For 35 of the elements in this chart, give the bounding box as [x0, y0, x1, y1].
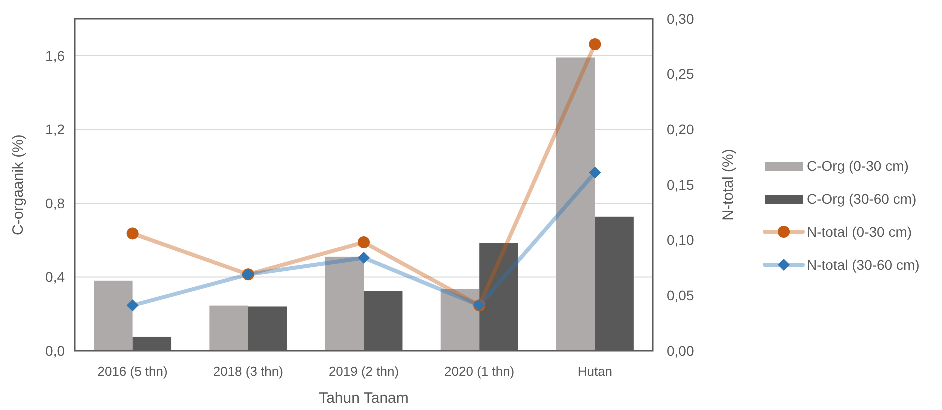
legend-label: C-Org (30-60 cm) [807, 190, 917, 207]
legend-label: N-total (0-30 cm) [807, 224, 912, 240]
x-tick-label: Hutan [578, 364, 613, 379]
y-tick-label: 1,6 [46, 48, 66, 64]
bar [325, 256, 364, 351]
y-tick-label: 1,2 [46, 122, 66, 138]
x-axis-title: Tahun Tanam [319, 390, 409, 407]
bar [556, 58, 596, 351]
y2-axis-title: N-total (%) [720, 149, 737, 221]
point [126, 300, 139, 312]
x-tick-label: 2019 (2 thn) [328, 364, 400, 379]
x-tick-label: 2020 (1 thn) [444, 364, 515, 379]
point [126, 228, 139, 240]
y-tick-label: 0,4 [46, 269, 66, 286]
y2-tick-label: 0,00 [667, 342, 694, 359]
y2-tick-label: 0,25 [667, 66, 694, 82]
y-tick-label: 0,0 [46, 342, 66, 359]
point [589, 38, 602, 50]
point [358, 236, 370, 249]
y-tick-label: 0,8 [46, 195, 66, 212]
y2-tick-label: 0,05 [667, 288, 694, 304]
y2-tick-label: 0,30 [667, 10, 694, 27]
x-tick-label: 2018 (3 thn) [213, 364, 284, 379]
bar [440, 289, 480, 351]
y2-tick-label: 0,15 [667, 176, 694, 193]
bar [210, 306, 248, 351]
y-axis-title: C-orgaanik (%) [10, 134, 27, 236]
point [589, 166, 602, 179]
bar [94, 280, 133, 351]
x-tick-label: 2016 (5 thn) [98, 364, 168, 379]
y2-tick-label: 0,20 [667, 122, 694, 138]
point [358, 252, 370, 264]
legend-label: N-total (30-60 cm) [807, 256, 920, 273]
y2-tick-label: 0,10 [667, 232, 694, 248]
legend-label: C-Org (0-30 cm) [807, 158, 909, 174]
